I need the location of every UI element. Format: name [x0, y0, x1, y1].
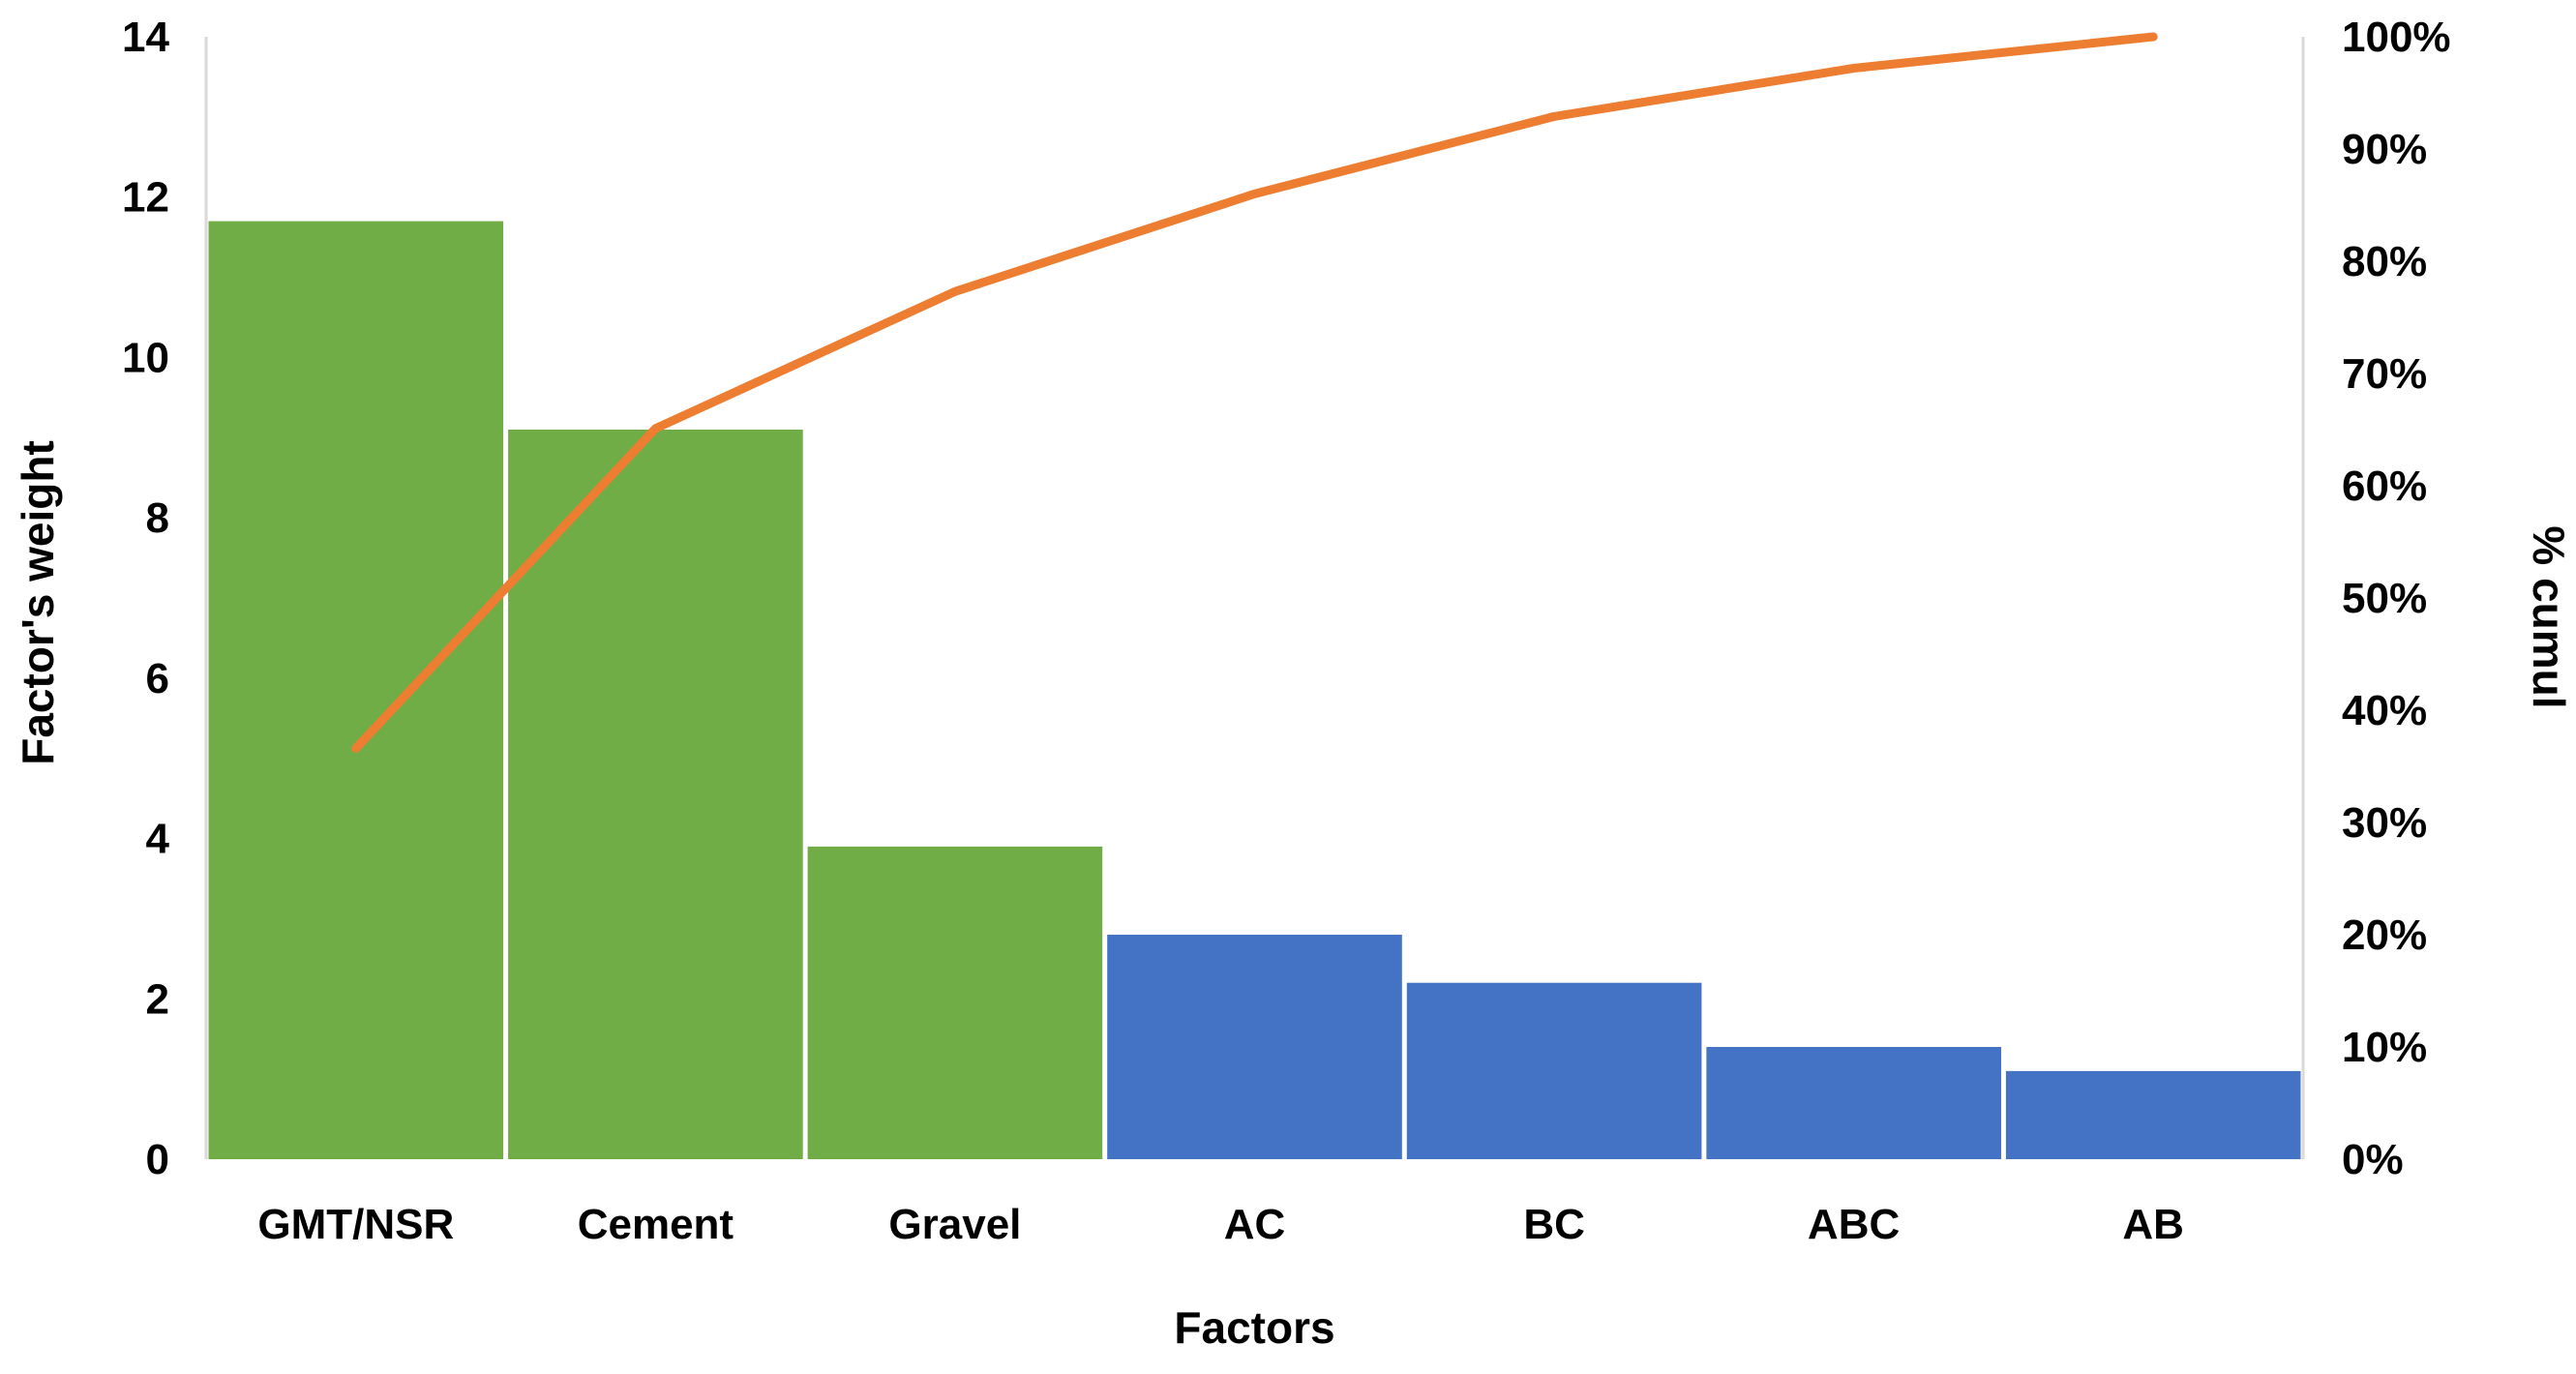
y-tick-label: 2	[146, 975, 169, 1023]
bar-gmt-nsr	[208, 221, 504, 1160]
bar-ac	[1107, 935, 1402, 1159]
y2-tick-label: 40%	[2342, 687, 2427, 734]
bar-bc	[1406, 982, 1702, 1159]
bar-abc	[1706, 1047, 2001, 1159]
y-tick-label: 10	[122, 334, 169, 381]
y2-tick-label: 60%	[2342, 463, 2427, 510]
x-category-label: Gravel	[888, 1201, 1021, 1248]
axes-layer	[204, 37, 2305, 1159]
y-tick-label: 6	[146, 655, 169, 702]
x-category-label: BC	[1523, 1201, 1585, 1248]
bar-ab	[2005, 1070, 2301, 1159]
x-axis-title: Factors	[1174, 1302, 1334, 1353]
x-category-label: Cement	[578, 1201, 734, 1248]
y2-tick-label: 100%	[2342, 14, 2451, 61]
y2-axis-title: % cumul	[2524, 525, 2574, 708]
y2-tick-label: 70%	[2342, 350, 2427, 398]
bars-layer	[208, 221, 2301, 1160]
y2-tick-label: 80%	[2342, 238, 2427, 285]
y2-tick-label: 50%	[2342, 575, 2427, 622]
ticks-layer: 0 2 4 6 8 10 12 14 0% 10% 20% 30% 40% 50% 60% 70% 80% 90%…	[122, 14, 2451, 1248]
y2-tick-label: 10%	[2342, 1024, 2427, 1071]
line-layer	[351, 32, 2158, 753]
x-category-label: ABC	[1808, 1201, 1900, 1248]
y-tick-label: 0	[146, 1136, 169, 1183]
y2-tick-label: 30%	[2342, 799, 2427, 847]
y-axis-title: Factor's weight	[13, 440, 63, 765]
x-category-label: GMT/NSR	[257, 1201, 454, 1248]
y-tick-label: 8	[146, 494, 169, 542]
y2-tick-label: 90%	[2342, 126, 2427, 173]
x-category-label: AC	[1224, 1201, 1286, 1248]
x-category-label: AB	[2122, 1201, 2184, 1248]
bar-gravel	[807, 846, 1103, 1159]
cumulative-percent-line	[351, 32, 2158, 753]
bar-cement	[508, 430, 803, 1159]
y2-tick-label: 0%	[2342, 1136, 2404, 1183]
y-tick-label: 4	[146, 816, 170, 863]
y-tick-label: 12	[122, 174, 169, 222]
y-tick-label: 14	[122, 14, 169, 61]
y2-tick-label: 20%	[2342, 911, 2427, 959]
